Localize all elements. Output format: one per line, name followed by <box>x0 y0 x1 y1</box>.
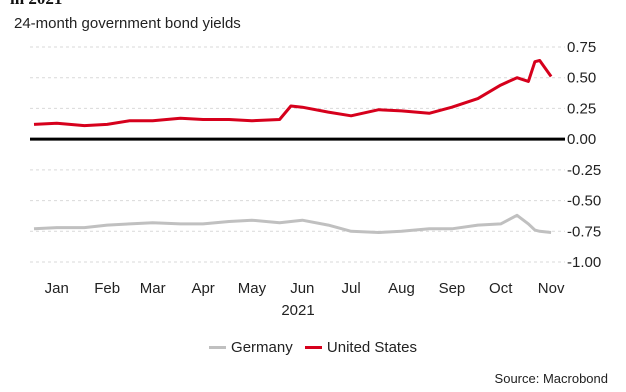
legend: Germany United States <box>0 336 626 356</box>
x-tick-label: Feb <box>94 280 120 297</box>
series-line-germany <box>34 215 551 232</box>
y-tick-labels: 0.75 0.50 0.25 0.00 -0.25 -0.50 -0.75 -1.00 <box>567 39 601 271</box>
series-lines <box>34 61 551 233</box>
bond-yield-chart: 0.75 0.50 0.25 0.00 -0.25 -0.50 -0.75 -1.00 Jan… <box>0 0 626 330</box>
y-tick-label: -0.25 <box>567 162 601 179</box>
legend-label-germany: Germany <box>231 339 293 356</box>
x-tick-label: Jul <box>342 280 361 297</box>
legend-swatch-united-states <box>305 346 322 349</box>
y-tick-label: -1.00 <box>567 254 601 271</box>
x-tick-label: Jan <box>45 280 69 297</box>
gridlines <box>30 47 565 262</box>
legend-label-united-states: United States <box>327 339 417 356</box>
x-tick-label: Aug <box>388 280 415 297</box>
y-tick-label: 0.50 <box>567 70 596 87</box>
source-note: Source: Macrobond <box>495 371 608 386</box>
x-tick-label: May <box>238 280 267 297</box>
y-tick-label: -0.50 <box>567 193 601 210</box>
y-tick-label: 0.00 <box>567 131 596 148</box>
legend-item-germany: Germany <box>209 339 293 356</box>
y-tick-label: 0.25 <box>567 100 596 117</box>
legend-item-united-states: United States <box>305 339 417 356</box>
x-tick-label: Sep <box>439 280 466 297</box>
x-tick-labels: Jan Feb Mar Apr May Jun Jul Aug Sep Oct Nov <box>45 280 565 297</box>
x-tick-label: Apr <box>191 280 214 297</box>
x-axis-label: 2021 <box>281 302 314 319</box>
y-tick-label: 0.75 <box>567 39 596 56</box>
x-tick-label: Mar <box>140 280 166 297</box>
y-tick-label: -0.75 <box>567 223 601 240</box>
x-tick-label: Nov <box>538 280 565 297</box>
series-line-united-states <box>34 61 551 126</box>
x-tick-label: Oct <box>489 280 513 297</box>
legend-swatch-germany <box>209 346 226 349</box>
x-tick-label: Jun <box>290 280 314 297</box>
